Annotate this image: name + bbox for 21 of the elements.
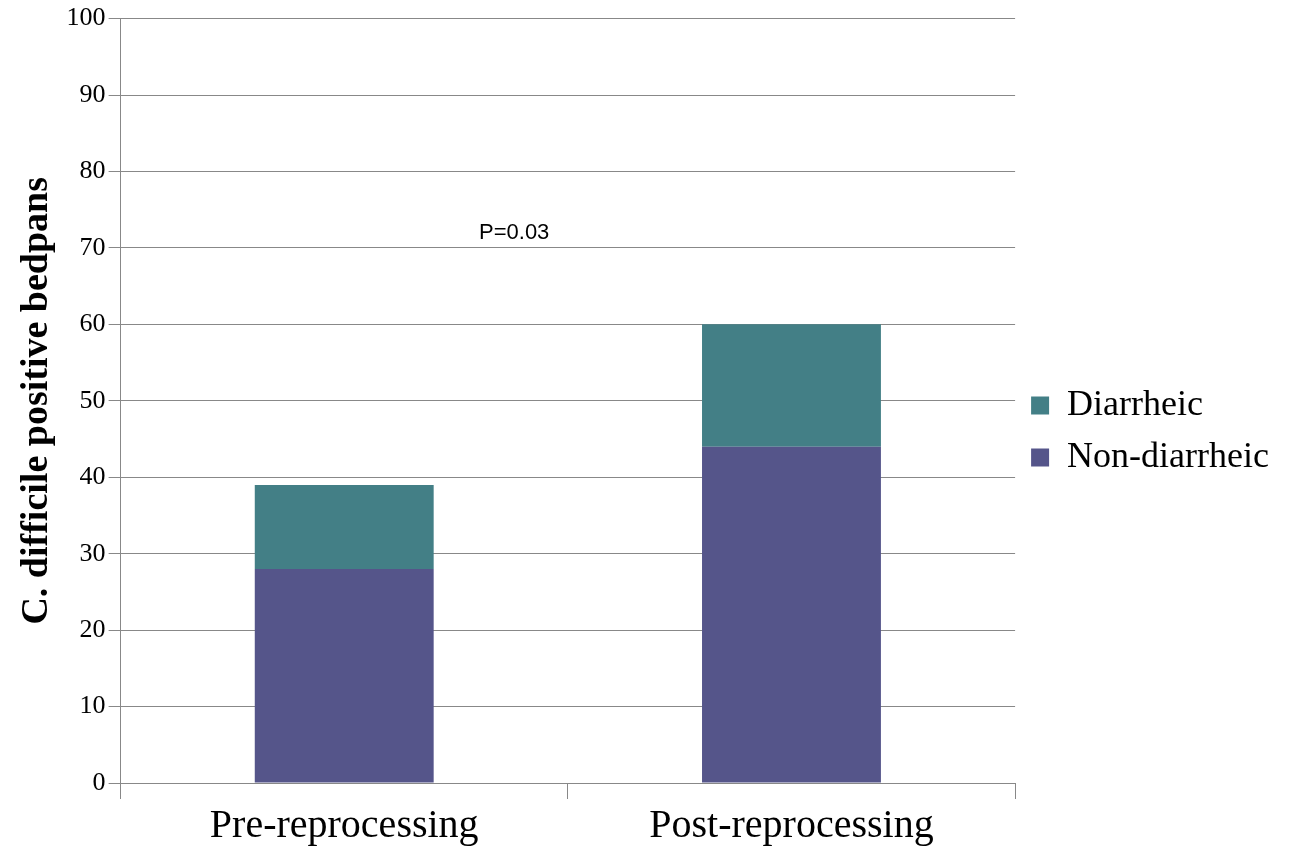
- y-axis-title: C. difficile positive bedpans: [12, 177, 55, 625]
- bar: [702, 446, 881, 783]
- x-tick-label: Pre-reprocessing: [209, 800, 479, 846]
- bar: [254, 568, 434, 783]
- legend-label: Non-diarrheic: [1067, 434, 1269, 475]
- y-tick-label: 30: [79, 537, 106, 567]
- y-tick-label: 60: [79, 308, 106, 338]
- y-tick-label: 50: [79, 384, 106, 414]
- y-tick-label: 40: [79, 461, 106, 491]
- y-tick-label: 20: [79, 613, 106, 643]
- y-tick-label: 80: [79, 155, 106, 185]
- bar: [702, 324, 881, 447]
- y-tick-label: 90: [79, 78, 106, 108]
- bar: [254, 484, 434, 569]
- y-tick-label: 70: [79, 231, 106, 261]
- annotation: P=0.03: [479, 218, 550, 244]
- y-tick-label: 100: [66, 2, 106, 32]
- y-tick-label: 0: [92, 766, 106, 796]
- y-tick-label: 10: [79, 690, 106, 720]
- x-tick-label: Post-reprocessing: [649, 800, 934, 846]
- legend-label: Diarrheic: [1067, 382, 1204, 423]
